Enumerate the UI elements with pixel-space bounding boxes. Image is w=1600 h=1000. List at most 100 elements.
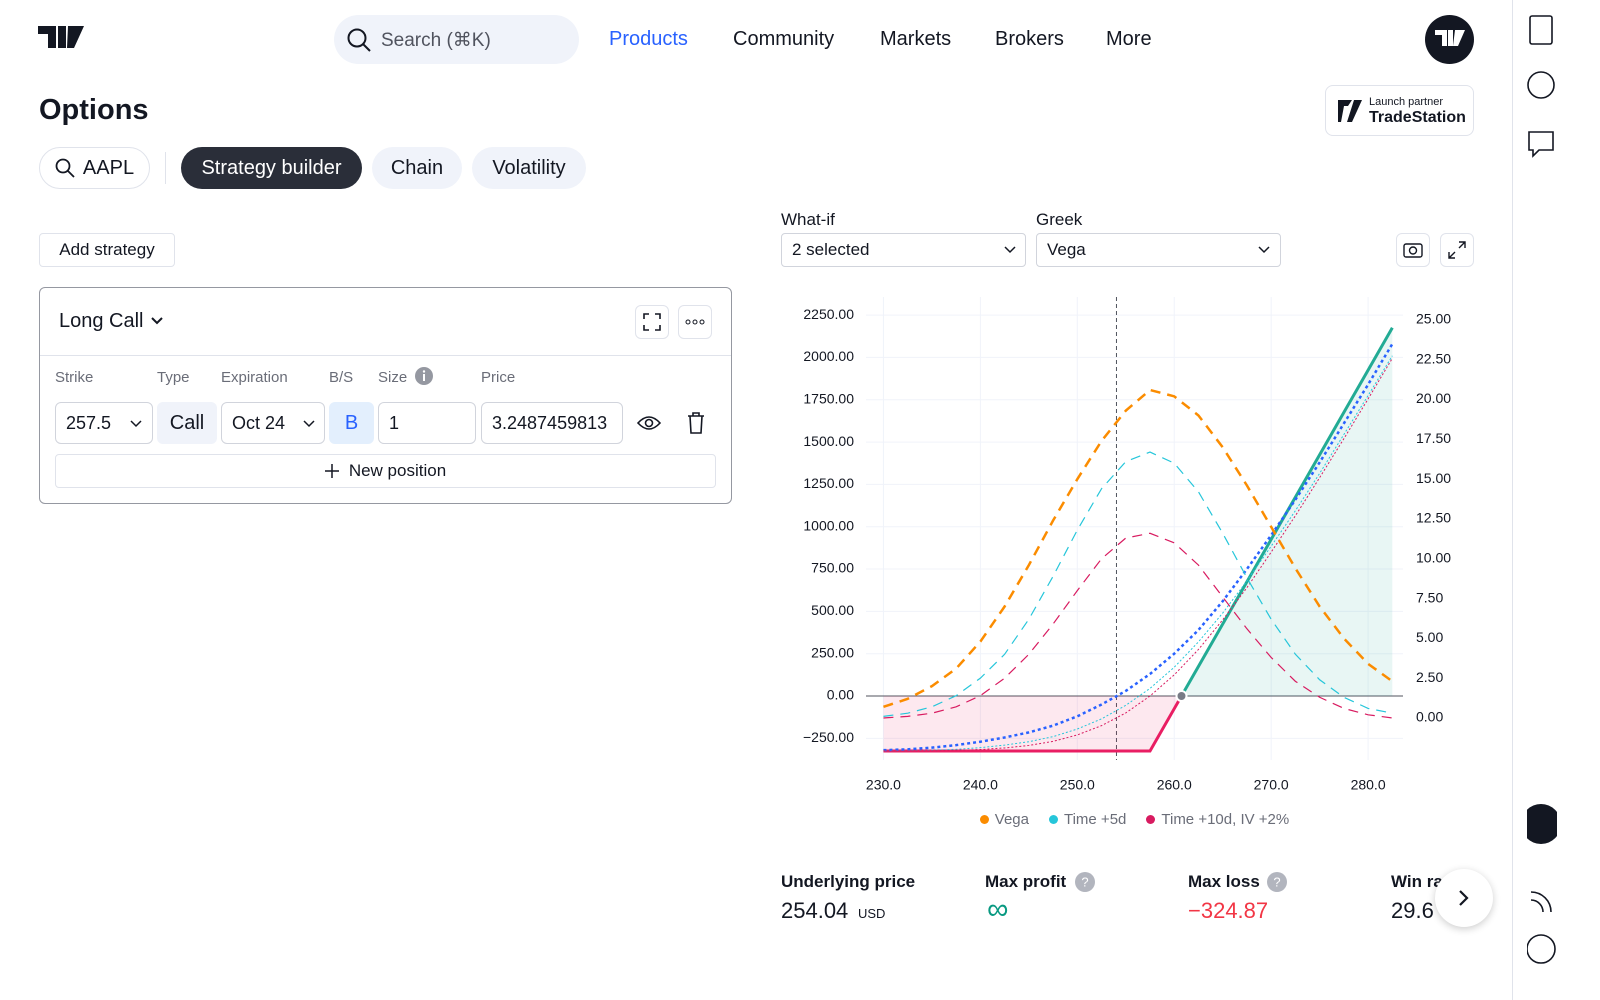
strike-select[interactable]: 257.5 xyxy=(55,402,153,444)
chevron-right xyxy=(1459,890,1469,906)
legend-swatch xyxy=(1048,815,1058,824)
strategy-card: Long Call Strike Type Expiration B/S Siz… xyxy=(39,287,732,504)
y-tick-label: 1250.00 xyxy=(803,475,854,491)
x-tick-label: 250.0 xyxy=(1060,777,1095,793)
stat-value: −324.87 xyxy=(1188,898,1269,923)
whatif-value: 2 selected xyxy=(792,240,870,259)
column-label: Strike xyxy=(55,369,94,386)
sidebar-icons xyxy=(1527,15,1557,964)
greek-value: Vega xyxy=(1047,240,1086,259)
partner-badge[interactable]: Launch partner TradeStation xyxy=(1325,85,1474,136)
chevron xyxy=(1258,246,1270,254)
avatar[interactable] xyxy=(1425,15,1474,64)
scroll-right-button[interactable] xyxy=(1435,869,1493,927)
chevron xyxy=(130,420,142,428)
profit-area-group xyxy=(1179,327,1394,697)
greek-label: Greek xyxy=(1036,210,1083,229)
partner-caption: Launch partner xyxy=(1369,96,1443,108)
delete-button[interactable] xyxy=(686,412,706,434)
expiration-select[interactable]: Oct 24 xyxy=(221,402,325,444)
partner-logo xyxy=(1338,100,1362,122)
series-line xyxy=(883,355,1393,752)
y-tick-label: 2250.00 xyxy=(803,306,854,322)
x-tick-label: 230.0 xyxy=(866,777,901,793)
breakeven-point xyxy=(1175,690,1188,703)
y-tick-label: 750.00 xyxy=(811,560,854,576)
y-tick-label: 1000.00 xyxy=(803,517,854,533)
legend-item[interactable]: Time +5d xyxy=(1048,811,1126,828)
tab-active[interactable]: Strategy builder xyxy=(181,147,362,189)
y2-tick-label: 25.00 xyxy=(1416,311,1451,327)
help-glyph: ? xyxy=(1273,874,1280,889)
chevron xyxy=(303,420,315,428)
nav-link[interactable]: Products xyxy=(609,28,688,50)
icon xyxy=(643,313,661,331)
y2-tick-label: 7.50 xyxy=(1416,589,1443,605)
nav-link[interactable]: More xyxy=(1106,28,1152,50)
series-line xyxy=(883,532,1393,719)
legend-swatch xyxy=(979,815,989,824)
partner-name: TradeStation xyxy=(1369,109,1466,126)
y-tick-label: 500.00 xyxy=(811,602,854,618)
nav-link[interactable]: Markets xyxy=(880,28,952,50)
new-position-button[interactable]: New position xyxy=(55,454,716,488)
tab[interactable]: Chain xyxy=(372,147,462,189)
y2-tick-label: 10.00 xyxy=(1416,549,1451,565)
sidebar xyxy=(1512,0,1600,1000)
profit-line xyxy=(1179,327,1394,697)
whatif-label: What-if xyxy=(781,210,835,229)
expiration: Oct 24 xyxy=(232,412,286,433)
price: 3.2487459813 xyxy=(492,412,608,433)
stat-label: Win ra xyxy=(1391,872,1443,891)
nav-link[interactable]: Brokers xyxy=(995,28,1064,50)
side: B xyxy=(344,411,359,434)
search-box[interactable]: Search (⌘K) xyxy=(334,15,579,64)
info-icon[interactable] xyxy=(414,366,434,386)
type-toggle[interactable]: Call xyxy=(157,402,217,444)
plus-icon xyxy=(324,464,339,478)
legend-item[interactable]: Vega xyxy=(979,811,1029,828)
fullscreen-button[interactable] xyxy=(635,305,669,339)
expand-button[interactable] xyxy=(1440,233,1474,267)
y2-tick-label: 22.50 xyxy=(1416,350,1451,366)
more-button[interactable] xyxy=(678,305,712,339)
logo[interactable] xyxy=(38,26,84,50)
x-tick-label: 240.0 xyxy=(963,777,998,793)
y2-tick-label: 20.00 xyxy=(1416,390,1451,406)
visibility-button[interactable] xyxy=(637,412,661,434)
chevron xyxy=(151,317,163,325)
strategy-name[interactable]: Long Call xyxy=(59,310,144,332)
chevron xyxy=(1004,246,1016,254)
nav-link[interactable]: Community xyxy=(733,28,835,50)
side-toggle[interactable]: B xyxy=(329,402,374,444)
y2-tick-label: 12.50 xyxy=(1416,510,1451,526)
symbol: AAPL xyxy=(82,156,135,179)
series-line xyxy=(883,343,1394,752)
x-tick-label: 280.0 xyxy=(1351,777,1386,793)
legend-item[interactable]: Time +10d, IV +2% xyxy=(1146,811,1289,828)
tab[interactable]: Volatility xyxy=(472,147,586,189)
legend: Vega Time +5d Time +10d, IV +2% xyxy=(866,811,1403,828)
size-input[interactable]: 1 xyxy=(378,402,476,444)
type: Call xyxy=(169,411,205,434)
screenshot-button[interactable] xyxy=(1396,233,1430,267)
column-label: Type xyxy=(157,369,190,386)
icon xyxy=(1448,241,1466,259)
y-tick-label: −250.00 xyxy=(803,729,854,745)
greek-select[interactable]: Vega xyxy=(1036,233,1281,267)
symbol-search[interactable]: AAPL xyxy=(39,147,150,189)
whatif-select[interactable]: 2 selected xyxy=(781,233,1026,267)
divider xyxy=(40,355,731,356)
size: 1 xyxy=(389,412,400,433)
series-line xyxy=(883,388,1394,709)
y2-tick-label: 15.00 xyxy=(1416,470,1451,486)
help-icon[interactable]: ? xyxy=(1075,872,1095,892)
add-strategy-button[interactable]: Add strategy xyxy=(39,233,175,267)
legend-swatch xyxy=(1146,815,1156,824)
profit-area xyxy=(1181,327,1393,697)
help-icon[interactable]: ? xyxy=(1267,872,1287,892)
loss-area-group xyxy=(883,696,1393,753)
price-input[interactable]: 3.2487459813 xyxy=(481,402,623,444)
search-placeholder: Search (⌘K) xyxy=(381,30,491,51)
